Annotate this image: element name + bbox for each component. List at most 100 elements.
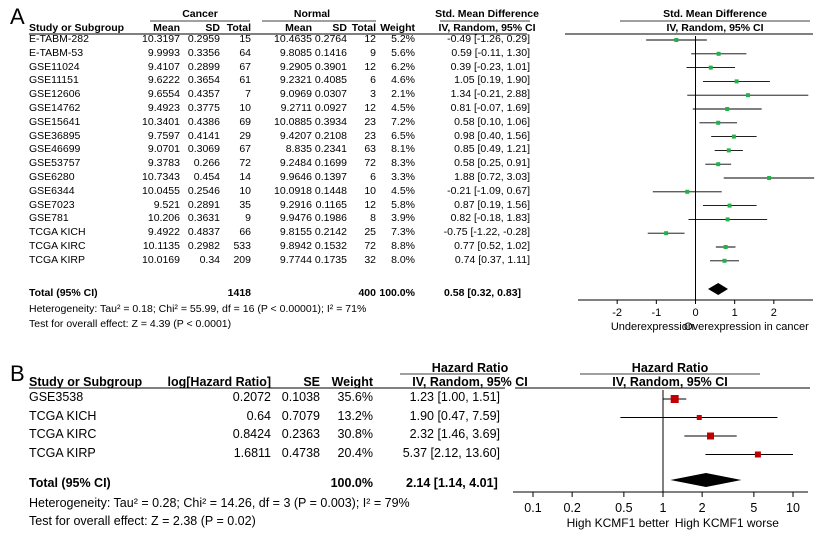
study-name: GSE7023: [29, 198, 75, 211]
cancer-sd: 0.2546: [187, 184, 220, 197]
normal-n: 10: [364, 184, 376, 197]
point-estimate: [708, 65, 713, 70]
cancer-mean: 9.0701: [147, 143, 180, 156]
study-ci: 0.82 [-0.18, 1.83]: [450, 212, 530, 225]
normal-sd: 0.3901: [314, 60, 347, 73]
study-name: GSE6280: [29, 171, 75, 183]
study-weight: 5.2%: [391, 33, 415, 45]
cancer-n: 10: [239, 102, 251, 114]
point-estimate: [674, 38, 679, 42]
study-weight: 8.8%: [391, 240, 415, 252]
normal-n: 72: [364, 240, 376, 252]
normal-mean: 9.2711: [280, 102, 312, 114]
hr-column-subtitle: IV, Random, 95% CI: [412, 375, 528, 389]
cancer-sd: 0.4837: [187, 226, 220, 239]
study-ci: -0.75 [-1.22, -0.28]: [443, 226, 530, 239]
cancer-n: 9: [245, 212, 251, 225]
loghr-header: log[Hazard Ratio]: [167, 375, 271, 389]
smd-column-title: Std. Mean Difference: [435, 8, 539, 20]
study-name: GSE11151: [29, 74, 79, 87]
cancer-sd: 0.2899: [187, 60, 220, 73]
study-name: GSE15641: [29, 115, 81, 128]
hr-point-estimate: [707, 432, 715, 440]
study-ci: 0.81 [-0.07, 1.69]: [450, 102, 530, 114]
cancer-mean: 10.3401: [142, 115, 180, 128]
hr-point-estimate: [670, 395, 679, 403]
normal-mean: 9.9646: [279, 171, 312, 183]
study-name: TCGA KICH: [29, 226, 86, 239]
point-estimate: [685, 189, 690, 194]
cancer-sd: 0.4386: [187, 115, 220, 128]
cancer-sd: 0.3775: [187, 102, 220, 114]
normal-n: 12: [364, 198, 376, 211]
study-name: E-TABM-282: [29, 33, 89, 45]
study-name: GSE6344: [29, 184, 75, 197]
cancer-sd: 0.3356: [187, 46, 220, 59]
smd-plot-title: Std. Mean Difference: [663, 8, 767, 20]
cancer-sd: 0.2959: [187, 33, 220, 45]
normal-n: 12: [364, 33, 376, 45]
cancer-n: 7: [245, 88, 251, 101]
cancer-n: 14: [239, 171, 251, 183]
cancer-total-header: Total: [226, 22, 251, 34]
log-hazard-ratio: 1.6811: [233, 445, 271, 460]
hr-ci: 5.37 [2.12, 13.60]: [402, 445, 500, 460]
normal-sd: 0.4085: [314, 74, 347, 87]
normal-sd: 0.2108: [314, 129, 347, 142]
normal-mean: 9.8085: [279, 46, 312, 59]
point-estimate: [725, 107, 730, 111]
cancer-mean: 9.6222: [147, 74, 180, 87]
normal-mean: 9.7744: [279, 253, 312, 266]
cancer-n: 209: [233, 253, 251, 266]
cancer-mean: 10.0455: [142, 184, 180, 197]
study-name: GSE14762: [29, 102, 81, 114]
study-name: GSE53757: [29, 157, 81, 170]
study-ci: 0.58 [0.10, 1.06]: [454, 115, 530, 128]
cancer-mean: 10.206: [147, 212, 180, 225]
cancer-mean: 9.4923: [147, 102, 180, 114]
study-weight: 6.5%: [391, 129, 415, 142]
normal-sd: 0.1416: [314, 46, 347, 59]
normal-total-header: Total: [351, 22, 376, 34]
cancer-n: 64: [239, 46, 251, 59]
study-name: TCGA KIRC: [29, 240, 86, 252]
study-name: GSE46699: [29, 143, 81, 156]
smd-column-subtitle: IV, Random, 95% CI: [438, 22, 536, 34]
log-hazard-ratio: 0.2072: [232, 390, 271, 404]
normal-mean: 9.2916: [279, 198, 312, 211]
hr-ci: 1.90 [0.47, 7.59]: [409, 408, 500, 423]
study-weight: 8.0%: [391, 253, 415, 266]
normal-mean: 9.4207: [279, 129, 312, 142]
point-estimate: [727, 203, 732, 208]
hr-x-label-left: High KCMF1 better: [567, 516, 670, 530]
point-estimate: [726, 148, 731, 153]
study-ci: 0.59 [-0.11, 1.30]: [451, 46, 530, 59]
study-weight: 4.5%: [391, 184, 415, 197]
normal-n: 23: [364, 129, 376, 142]
point-estimate: [767, 176, 772, 180]
normal-n: 12: [364, 102, 376, 114]
hr-point-estimate: [754, 451, 761, 458]
pooled-diamond: [708, 283, 729, 295]
normal-sd: 0.2142: [314, 226, 347, 239]
hr-weight-header: Weight: [331, 375, 373, 389]
study-name: GSE12606: [29, 88, 81, 101]
normal-mean: 9.2905: [279, 60, 312, 73]
study-name: TCGA KIRP: [29, 253, 86, 266]
normal-mean: 9.0969: [279, 88, 312, 101]
cancer-n: 61: [239, 74, 251, 87]
hr-x-tick-label: 2: [699, 501, 706, 515]
normal-group-header: Normal: [293, 8, 331, 20]
cancer-sd: 0.3654: [187, 74, 220, 87]
panel-b-label: B: [10, 361, 25, 386]
cancer-sd: 0.34: [199, 253, 220, 266]
hr-x-tick-label: 0.2: [563, 501, 580, 515]
cancer-n: 533: [233, 240, 251, 252]
normal-sd: 0.3934: [314, 115, 347, 128]
total-label: Total (95% CI): [29, 287, 98, 299]
study-ci: 0.87 [0.19, 1.56]: [454, 198, 530, 211]
cancer-mean: 9.521: [153, 198, 180, 211]
normal-sd: 0.1735: [314, 253, 347, 266]
study-weight: 5.8%: [391, 198, 415, 211]
